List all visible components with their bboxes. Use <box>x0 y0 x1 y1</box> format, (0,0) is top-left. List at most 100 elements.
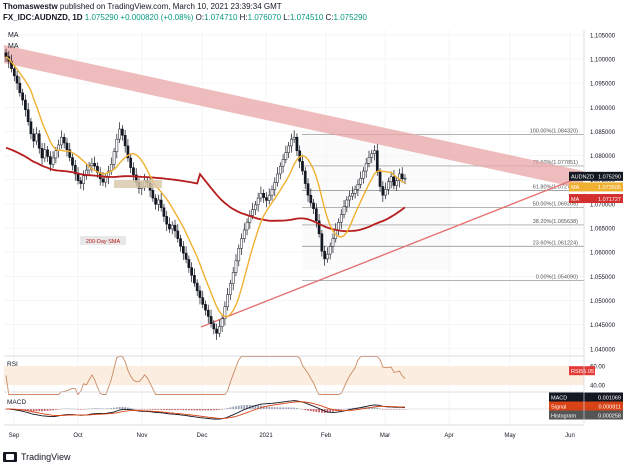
chart-grid <box>4 30 584 425</box>
macd-hist-bar <box>96 408 99 409</box>
brand-name[interactable]: TradingView <box>21 452 71 462</box>
candle-body <box>112 151 116 165</box>
publish-text: published on TradingView.com, March 10, … <box>59 2 282 11</box>
fib-level-label: 0.00%(1.054090) <box>536 275 578 281</box>
macd-hist-bar <box>163 409 165 410</box>
price-badge-value: 1.075290 <box>598 175 621 181</box>
macd-hist-bar <box>140 409 143 410</box>
candle-body <box>237 248 241 262</box>
macd-hist-bar <box>41 409 43 412</box>
macd-hist-bar <box>268 406 271 409</box>
candle-body <box>129 157 133 168</box>
candle-body <box>121 128 124 136</box>
macd-hist-bar <box>157 409 160 410</box>
price-change: +0.000820 (+0.08%) <box>120 13 194 22</box>
candle-body <box>26 109 30 123</box>
macd-hist-bar <box>276 407 279 409</box>
signal-line <box>6 401 406 419</box>
candle-body <box>4 52 8 57</box>
author-name[interactable]: Thomaswestw <box>3 2 58 11</box>
candle-body <box>65 142 69 151</box>
y-tick-label: 1.080000 <box>590 154 616 160</box>
candle-body <box>29 121 33 135</box>
macd-hist-bar <box>199 409 201 411</box>
tradingview-logo-icon[interactable] <box>3 452 17 462</box>
macd-hist-bar <box>118 406 121 409</box>
resistance-band <box>4 45 583 189</box>
macd-hist-bar <box>279 407 282 409</box>
candle-body <box>60 136 63 146</box>
macd-hist-bar <box>379 408 381 409</box>
candle-body <box>37 133 41 149</box>
y-tick-label: 1.085000 <box>590 130 616 136</box>
price-badge <box>569 182 623 192</box>
candle-body <box>387 181 390 190</box>
candle-body <box>267 194 271 201</box>
macd-hist-bar <box>146 409 149 410</box>
price-badge <box>569 171 623 181</box>
candle-body <box>215 328 218 334</box>
macd-hist-bar <box>68 408 71 409</box>
macd-badge-label: Signal <box>551 404 566 410</box>
candle-body <box>331 238 335 247</box>
macd-hist-bar <box>52 409 55 411</box>
macd-hist-bar <box>179 409 182 411</box>
price-badge <box>569 194 623 204</box>
macd-hist-bar <box>185 409 188 411</box>
macd-hist-bar <box>404 409 406 410</box>
candle-body <box>281 159 285 167</box>
candle-body <box>309 194 313 204</box>
candle-body <box>159 199 163 208</box>
macd-hist-bar <box>340 409 343 410</box>
macd-hist-bar <box>143 409 146 410</box>
macd-hist-bar <box>149 409 151 410</box>
candle-body <box>323 250 326 260</box>
candle-body <box>198 290 202 298</box>
macd-hist-bar <box>43 409 46 411</box>
macd-hist-bar <box>99 408 102 409</box>
sma-label-bg <box>80 236 126 245</box>
macd-hist-bar <box>284 407 287 409</box>
candle-body <box>190 267 193 276</box>
rsi-label: RSI <box>7 361 18 368</box>
macd-hist-bar <box>85 408 88 410</box>
macd-hist-bar <box>132 408 135 410</box>
candle-body <box>276 173 279 183</box>
rsi-badge-value: 55.05 <box>580 369 594 375</box>
candle-body <box>82 175 85 184</box>
candle-body <box>21 92 24 101</box>
candle-body <box>245 221 249 231</box>
candle-body <box>90 163 94 166</box>
macd-hist-bar <box>154 409 157 410</box>
candle-body <box>223 306 227 320</box>
macd-hist-bar <box>74 408 77 410</box>
macd-hist-bar <box>251 404 254 409</box>
candle-body <box>317 220 321 235</box>
macd-hist-bar <box>287 407 290 409</box>
candle-body <box>212 323 216 330</box>
candle-body <box>339 214 343 223</box>
x-axis: Sep Oct Nov Dec 2021 Feb Mar Apr May Jun <box>9 433 575 439</box>
macd-hist-bar <box>196 409 199 411</box>
y-tick-label: 1.070000 <box>590 202 616 208</box>
macd-hist-bar <box>54 409 57 410</box>
macd-hist-bar <box>49 409 52 411</box>
macd-hist-bar <box>226 407 229 409</box>
macd-hist-bar <box>193 409 196 411</box>
macd-hist-bar <box>307 409 309 411</box>
macd-hist-bar <box>343 409 345 410</box>
macd-hist-bar <box>282 407 284 409</box>
candle-body <box>278 165 282 175</box>
symbol[interactable]: FX_IDC:AUDNZD, 1D <box>3 13 83 22</box>
y-tick-label: 1.105000 <box>590 33 616 39</box>
candle-body <box>381 186 385 196</box>
macd-hist-bar <box>107 408 110 409</box>
candle-body <box>259 192 263 199</box>
candle-body <box>170 224 174 230</box>
candle-body <box>179 238 182 247</box>
price-badge-label: AUDNZD <box>571 175 594 181</box>
candle-body <box>231 272 235 284</box>
macd-hist-bar <box>171 409 174 411</box>
macd-hist-bar <box>207 409 210 411</box>
